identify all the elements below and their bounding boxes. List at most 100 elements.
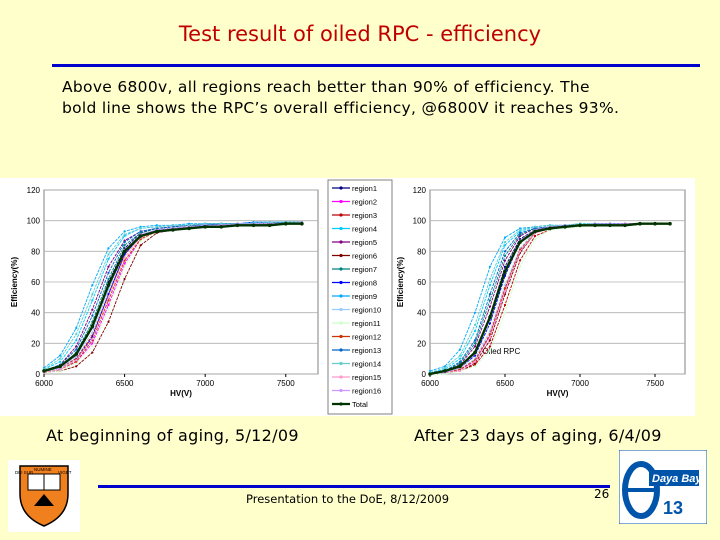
left-point-region9 [107,247,110,250]
right-point-region3 [503,303,507,307]
left-point-region9 [91,283,94,287]
right-point-region3 [488,345,492,348]
left-point-region15 [91,337,94,340]
left-point-region6 [107,320,110,323]
right-point-region7 [473,342,477,345]
left-point-region13 [91,314,94,317]
left-y-tick-label: 80 [31,247,40,256]
left-y-tick-label: 40 [31,309,40,318]
princeton-shield-logo: DEI SUB NUMINE VIGET [8,460,80,532]
left-point-region11 [91,345,94,348]
right-point-region15 [458,369,462,373]
left-point-region14 [204,222,207,225]
right-point-region13 [518,231,522,235]
footer-text: Presentation to the DoE, 8/12/2009 [246,492,450,506]
left-point-region14 [220,222,223,225]
right-point-region4 [458,357,462,360]
left-point-region11 [107,308,110,311]
left-point-region14 [155,225,158,228]
left-point-Total [203,225,207,229]
left-y-tick-label: 20 [31,339,40,348]
left-point-Total [58,364,62,369]
right-point-Total [473,350,477,355]
left-x-tick-label: 6500 [116,379,134,388]
right-point-region7 [503,254,507,258]
right-point-Total [428,372,432,376]
right-point-region6 [473,362,477,365]
right-point-region14 [503,241,507,244]
legend-label-region2: region2 [352,198,377,207]
right-point-Total [668,221,672,226]
legend-label-region3: region3 [352,211,377,220]
summary-line-2: bold line shows the RPC’s overall effici… [62,99,620,117]
right-point-region6 [488,339,492,342]
left-point-region9 [42,366,46,369]
legend-label-region15: region15 [352,373,381,382]
legend-marker-Total [339,402,343,406]
right-point-region7 [518,233,522,236]
legend-label-region13: region13 [352,346,381,355]
right-point-Total [578,223,582,228]
left-x-tick-label: 7500 [277,379,295,388]
right-point-region12 [458,368,462,371]
legend-label-region8: region8 [352,279,377,288]
left-point-region7 [107,277,110,281]
right-point-region9 [428,369,432,373]
summary-line-1: Above 6800v, all regions reach better th… [62,78,590,96]
left-point-region4 [59,360,62,363]
right-point-region15 [503,290,507,293]
right-point-region15 [473,360,477,363]
right-point-region13 [473,339,477,342]
left-point-region12 [107,299,110,302]
left-point-region14 [123,233,126,236]
right-point-Total [533,229,537,234]
left-x-tick-label: 7000 [196,379,214,388]
shield-motto-2: NUMINE [34,467,52,472]
left-point-region9 [252,221,255,224]
right-point-region14 [548,224,552,227]
right-point-region9 [518,227,522,230]
left-point-region13 [139,230,142,233]
left-point-region9 [123,230,126,233]
legend-marker-region11 [339,321,343,325]
right-series-region4 [429,223,670,373]
left-x-tick-label: 6000 [35,379,53,388]
right-point-region15 [488,336,492,339]
right-point-region5 [473,345,477,348]
left-point-region9 [155,224,158,227]
right-point-region4 [518,230,522,233]
daya-bay-logo-label: Daya Bay [652,473,702,485]
left-point-region13 [123,241,126,244]
left-point-region2 [107,303,110,307]
left-point-Total [155,229,159,234]
right-y-tick-label: 80 [417,247,426,256]
daya-bay-logo: Daya Bay 13 [618,449,708,525]
right-point-Total [488,315,492,320]
right-point-region9 [473,311,477,314]
left-point-region12 [75,360,78,363]
legend-box [327,179,393,415]
left-point-region13 [171,225,175,228]
right-point-region11 [443,372,447,376]
summary-paragraph: Above 6800v, all regions reach better th… [62,77,702,119]
left-point-Total [106,283,111,287]
left-point-region5 [75,345,78,348]
right-point-region12 [503,287,507,290]
left-point-Total [267,223,272,228]
left-point-region9 [187,222,191,225]
right-point-Total [548,226,552,231]
legend-label-region16: region16 [352,387,381,396]
left-point-region11 [75,362,78,365]
right-point-region14 [458,354,462,357]
right-x-tick-label: 7500 [646,379,664,388]
right-point-region12 [488,333,492,336]
right-x-tick-label: 6000 [421,379,439,388]
legend-label-region7: region7 [352,265,377,274]
right-point-region1 [518,237,522,241]
legend-label-region11: region11 [352,319,381,328]
right-point-region7 [488,299,492,302]
right-point-region9 [488,265,492,268]
legend-marker-region8 [339,280,343,285]
legend-marker-region7 [339,267,343,271]
right-point-region9 [458,348,462,351]
